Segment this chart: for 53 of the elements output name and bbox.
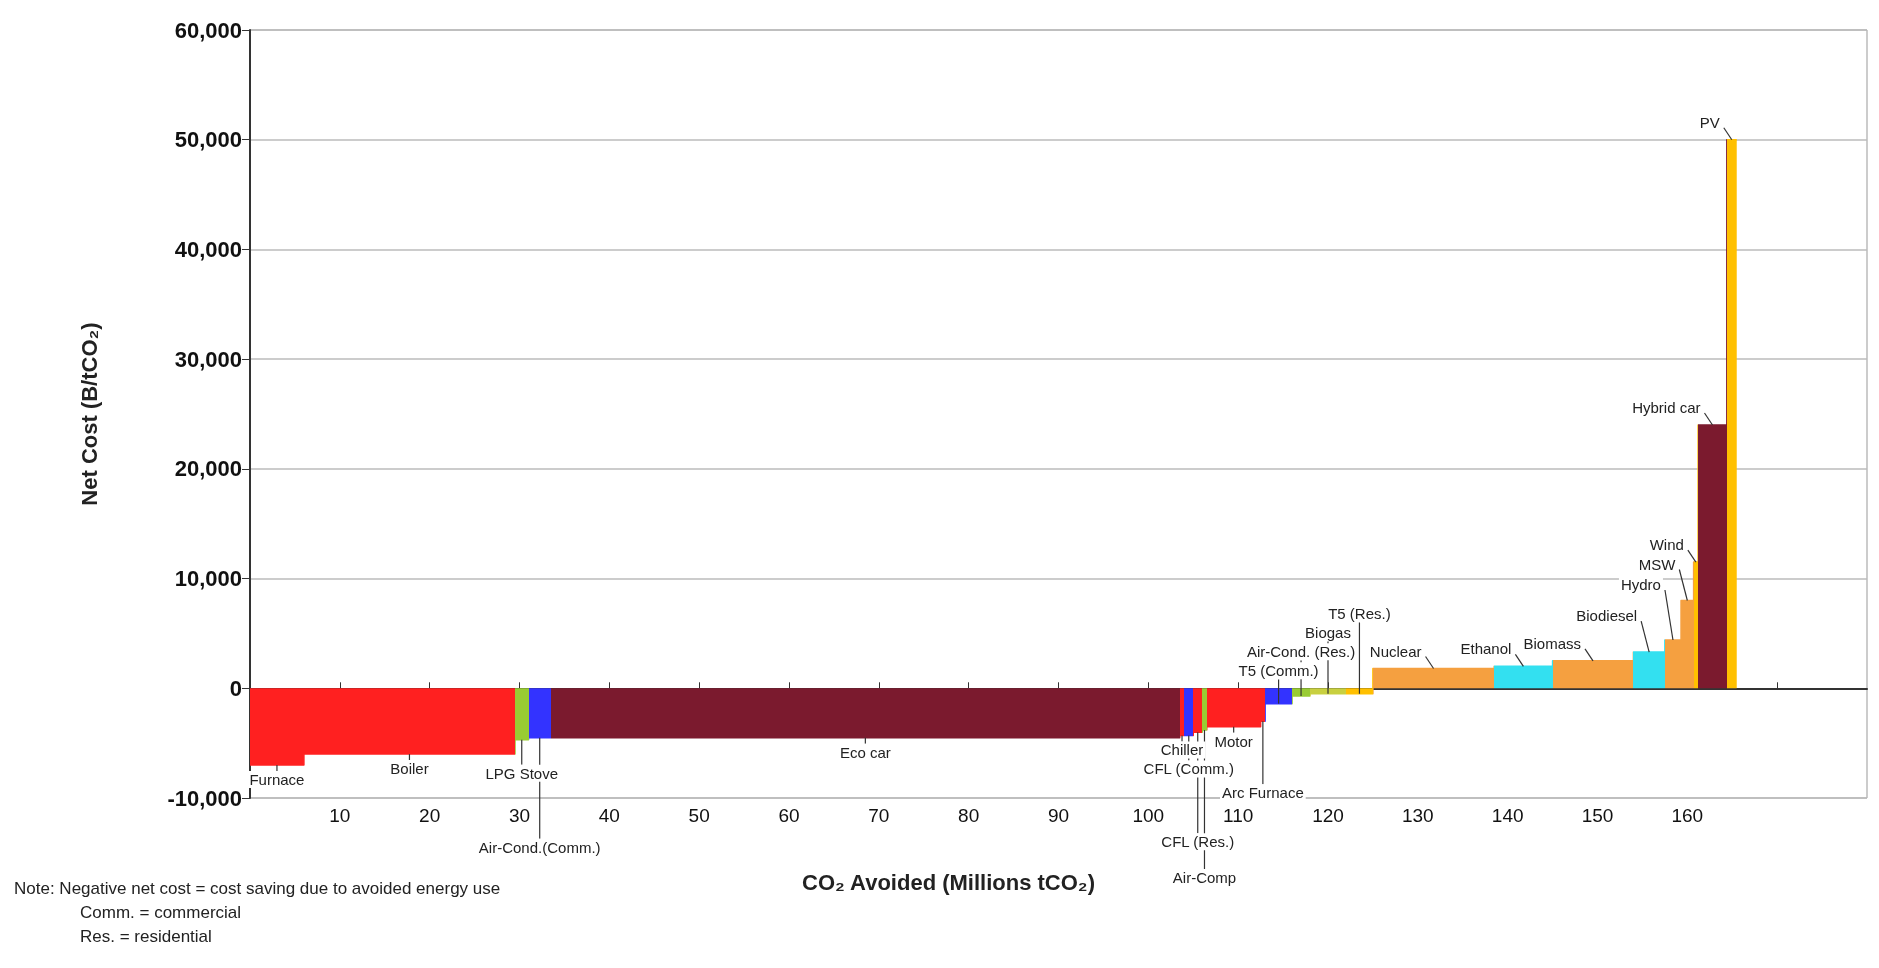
text: Res. = residential (80, 927, 212, 946)
annotation: T5 (Res.) (1328, 605, 1391, 623)
x-tick-label: 70 (868, 805, 890, 826)
annotation: Nuclear (1369, 642, 1422, 660)
annotation: Furnace (249, 771, 305, 789)
x-tick-label: 130 (1401, 805, 1434, 826)
y-tick-label: 40,000 (174, 236, 242, 262)
annotation: Biodiesel (1576, 607, 1638, 625)
x-tick-label: 60 (778, 805, 800, 826)
y-tick-label: 60,000 (174, 17, 242, 43)
annotation: T5 (Comm.) (1238, 662, 1319, 680)
text: Comm. = commercial (80, 903, 242, 922)
annotation: Boiler (390, 760, 429, 778)
annotation: PV (1699, 113, 1720, 131)
annotation: Hydro (1620, 576, 1661, 594)
x-tick-label: 100 (1132, 805, 1165, 826)
x-tick-label: 140 (1491, 805, 1524, 826)
x-tick-label: 120 (1312, 805, 1344, 826)
annotation: Arc Furnace (1222, 784, 1304, 802)
x-tick-label: 20 (419, 805, 441, 826)
x-tick-label: 80 (958, 805, 980, 826)
x-tick-label: 40 (598, 805, 620, 826)
annotation: Biomass (1523, 634, 1582, 652)
annotation: Eco car (839, 743, 891, 761)
annotation: Chiller (1160, 741, 1204, 759)
annotation: CFL (Res.) (1161, 833, 1235, 851)
text: Note: Negative net cost = cost saving due to avoided energy use (14, 879, 501, 898)
x-axis-title: CO₂ Avoided (Millions tCO₂) (802, 869, 1095, 895)
y-tick-label: 0 (229, 675, 242, 701)
y-axis-title: Net Cost (B/tCO₂) (76, 322, 102, 506)
y-tick-label: 50,000 (174, 127, 242, 153)
annotation: Air-Comp (1172, 868, 1237, 886)
x-tick-label: 110 (1223, 805, 1254, 826)
y-tick-label: 20,000 (174, 456, 242, 482)
annotation: Air-Cond.(Comm.) (478, 838, 601, 856)
y-tick-label: -10,000 (167, 785, 242, 811)
annotation: Wind (1649, 536, 1684, 554)
annotation: Hybrid car (1632, 398, 1701, 416)
annotation: Air-Cond. (Res.) (1246, 643, 1356, 661)
x-tick-label: 160 (1671, 805, 1704, 826)
annotation: Motor (1214, 732, 1253, 750)
annotation: Biogas (1305, 624, 1351, 642)
x-tick-label: 30 (508, 805, 531, 826)
annotation: Ethanol (1460, 640, 1512, 658)
x-tick-label: 50 (688, 805, 710, 826)
y-tick-label: 10,000 (174, 566, 242, 592)
x-tick-label: 90 (1047, 805, 1070, 826)
annotation: LPG Stove (485, 764, 559, 782)
x-tick-label: 150 (1581, 805, 1614, 826)
y-tick-label: 30,000 (174, 346, 242, 372)
annotation: MSW (1638, 555, 1677, 573)
x-tick-label: 10 (329, 805, 351, 826)
annotation: CFL (Comm.) (1143, 760, 1234, 778)
